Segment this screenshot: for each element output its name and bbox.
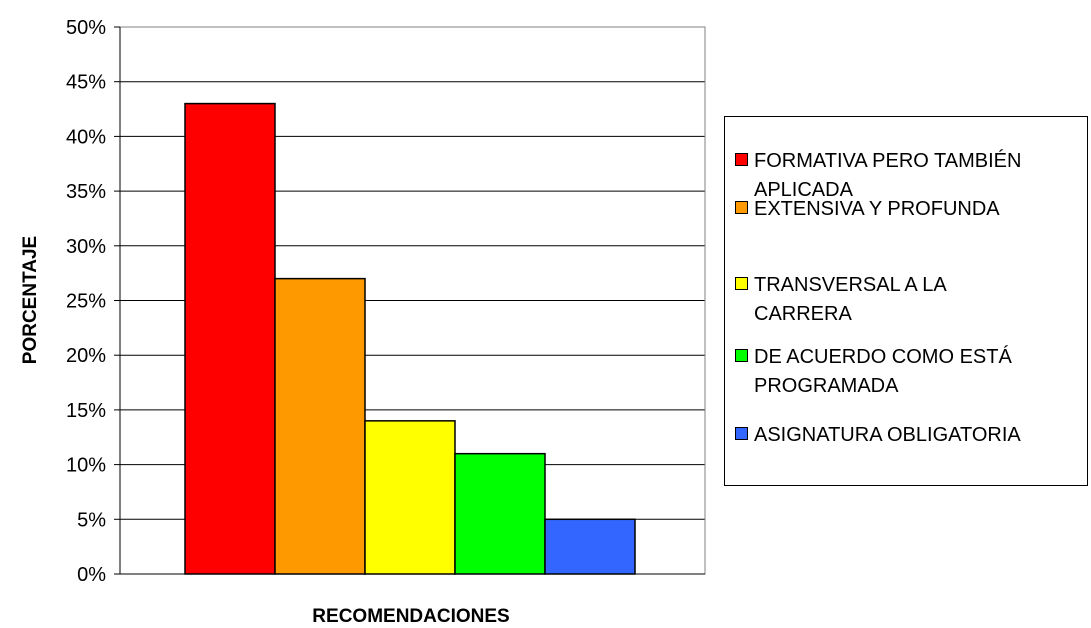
legend-item: ASIGNATURA OBLIGATORIA: [735, 421, 1084, 450]
y-tick-label: 45%: [66, 72, 106, 94]
bar: [364, 420, 456, 575]
legend-label: ASIGNATURA OBLIGATORIA: [754, 424, 1021, 446]
bar: [274, 277, 366, 575]
y-tick-labels: 0% 5% 10% 15% 20% 25% 30% 35% 40% 45% 50%: [66, 17, 120, 586]
y-tick-label: 15%: [66, 400, 106, 422]
legend-item: DE ACUERDO COMO ESTÁ PROGRAMADA: [735, 343, 1084, 401]
legend-swatch: [735, 153, 748, 166]
y-tick-label: 25%: [66, 291, 106, 313]
legend-item: FORMATIVA PERO TAMBIÉN APLICADA: [735, 147, 1084, 205]
legend-item: EXTENSIVA Y PROFUNDA: [735, 195, 1084, 224]
y-tick-label: 30%: [66, 236, 106, 258]
legend-label: DE ACUERDO COMO ESTÁ PROGRAMADA: [754, 346, 1012, 397]
legend-label: TRANSVERSAL A LA CARRERA: [754, 274, 947, 325]
bar: [544, 518, 636, 575]
y-tick-label: 35%: [66, 181, 106, 203]
bar: [454, 452, 546, 575]
legend: FORMATIVA PERO TAMBIÉN APLICADA EXTENSIV…: [724, 116, 1088, 486]
legend-swatch: [735, 277, 748, 290]
legend-swatch: [735, 427, 748, 440]
y-tick-label: 50%: [66, 17, 106, 39]
x-axis-title: RECOMENDACIONES: [312, 606, 509, 627]
bar: [184, 102, 276, 575]
y-tick-label: 10%: [66, 455, 106, 477]
legend-swatch: [735, 201, 748, 214]
y-tick-label: 5%: [77, 509, 106, 531]
legend-swatch: [735, 349, 748, 362]
y-tick-label: 0%: [77, 564, 106, 586]
y-axis-title: PORCENTAJE: [20, 236, 41, 364]
legend-label: FORMATIVA PERO TAMBIÉN APLICADA: [754, 150, 1022, 201]
legend-label: EXTENSIVA Y PROFUNDA: [754, 198, 1000, 220]
bars: [184, 102, 636, 575]
y-tick-label: 40%: [66, 126, 106, 148]
legend-item: TRANSVERSAL A LA CARRERA: [735, 271, 1084, 329]
y-tick-label: 20%: [66, 345, 106, 367]
